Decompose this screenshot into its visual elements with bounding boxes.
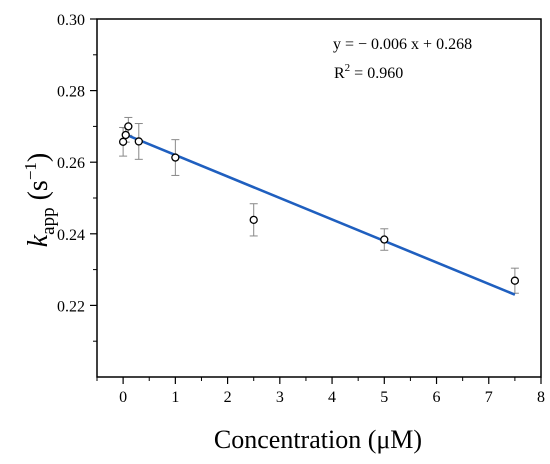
x-tick-label: 2	[224, 389, 232, 406]
x-tick-label: 5	[380, 389, 388, 406]
fit-line-group	[122, 132, 516, 296]
y-tick-label: 0.30	[57, 12, 85, 29]
r-squared: R2 = 0.960	[334, 62, 403, 82]
data-point	[510, 276, 520, 285]
data-point	[171, 153, 180, 162]
y-axis-title: kapp (s−1)	[21, 153, 59, 248]
x-tick-label: 0	[119, 389, 127, 406]
data-point	[380, 235, 389, 244]
error-bars	[119, 116, 519, 294]
data-point	[121, 130, 130, 140]
fit-equation: y = − 0.006 x + 0.268	[333, 36, 472, 53]
x-tick-label: 1	[171, 389, 179, 406]
x-tick-label: 7	[485, 389, 493, 406]
data-point	[124, 122, 133, 131]
x-tick-label: 6	[433, 389, 441, 406]
x-tick-label: 4	[328, 389, 336, 406]
x-axis-title: Concentration (μM)	[214, 425, 422, 454]
y-tick-label: 0.28	[57, 84, 85, 101]
axes	[90, 18, 542, 384]
y-tick-label: 0.24	[57, 227, 85, 244]
y-tick-label: 0.22	[57, 298, 85, 315]
y-tick-label: 0.26	[57, 155, 85, 172]
x-tick-label: 3	[276, 389, 284, 406]
fit-line	[122, 132, 516, 296]
data-points	[118, 122, 520, 285]
tick-labels: 0 1 2 3 4 5 6 7 8 0.22 0.24 0.26 0.28 0.30	[57, 12, 545, 406]
x-tick-label: 8	[537, 389, 545, 406]
data-point	[118, 137, 128, 146]
data-point	[134, 137, 143, 146]
data-point	[249, 215, 258, 224]
plot-frame	[96, 18, 542, 378]
